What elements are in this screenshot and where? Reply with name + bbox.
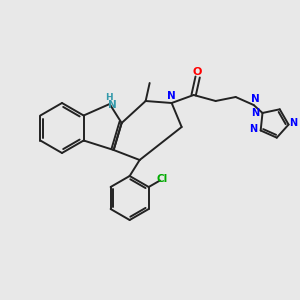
Text: N: N xyxy=(251,108,260,118)
Text: N: N xyxy=(250,124,258,134)
Text: N: N xyxy=(108,100,117,110)
Text: N: N xyxy=(167,91,176,101)
Text: H: H xyxy=(105,92,112,101)
Text: N: N xyxy=(251,94,260,104)
Text: N: N xyxy=(290,118,298,128)
Text: Cl: Cl xyxy=(157,174,168,184)
Text: O: O xyxy=(193,67,202,77)
